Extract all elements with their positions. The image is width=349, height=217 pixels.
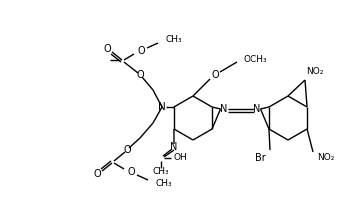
Text: O: O [211,70,219,80]
Text: O: O [136,70,144,80]
Text: O: O [123,145,131,155]
Text: OCH₃: OCH₃ [243,54,267,64]
Text: N: N [220,104,228,114]
Text: O: O [137,46,145,56]
Text: CH₃: CH₃ [153,168,169,176]
Text: CH₃: CH₃ [156,179,173,187]
Text: CH₃: CH₃ [166,36,183,44]
Text: OH: OH [174,153,188,163]
Text: NO₂: NO₂ [317,153,335,163]
Text: N: N [170,142,178,152]
Text: N: N [253,104,261,114]
Text: NO₂: NO₂ [306,67,324,77]
Text: O: O [103,44,111,54]
Text: O: O [127,167,135,177]
Text: O: O [93,169,101,179]
Text: Br: Br [255,153,265,163]
Text: N: N [158,102,166,112]
